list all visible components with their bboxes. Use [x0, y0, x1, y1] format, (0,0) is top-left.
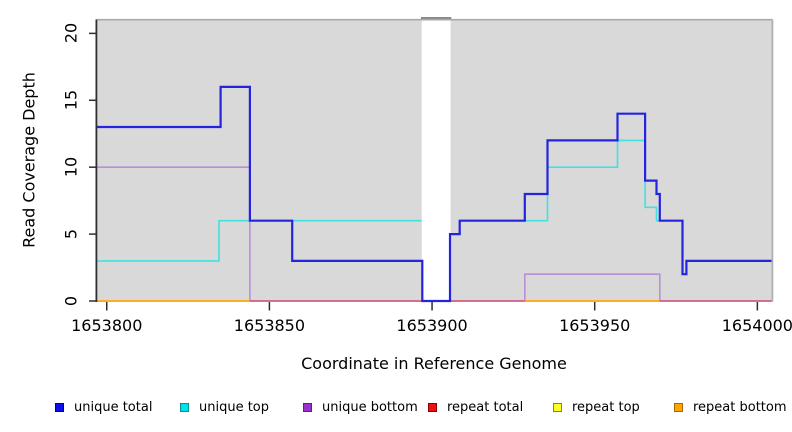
x-tick-label-1654000: 1654000 [721, 316, 792, 335]
legend-swatch-icon [180, 402, 189, 412]
legend-item-repeat-bottom: repeat bottom [674, 398, 787, 416]
legend-label: unique top [199, 399, 270, 415]
legend-label: repeat total [447, 399, 524, 415]
legend-item-unique-top: unique top [180, 398, 269, 416]
legend-label: repeat top [572, 399, 640, 415]
y-tick-label-0: 0 [61, 295, 81, 307]
y-axis-title: Read Coverage Depth [19, 72, 39, 248]
masked-region [421, 19, 451, 302]
legend-item-repeat-total: repeat total [428, 398, 523, 416]
x-tick-label-1653950: 1653950 [559, 316, 631, 335]
legend-swatch-icon [303, 402, 312, 412]
x-tick-label-1653850: 1653850 [233, 316, 306, 335]
x-axis-title: Coordinate in Reference Genome [301, 354, 567, 373]
legend-label: unique bottom [322, 399, 418, 415]
y-tick-label-20: 20 [61, 23, 81, 44]
legend-label: repeat bottom [693, 399, 787, 415]
legend-swatch-icon [674, 402, 683, 412]
x-tick-label-1653800: 1653800 [71, 316, 143, 335]
legend-swatch-icon [55, 402, 64, 412]
legend-item-unique-bottom: unique bottom [303, 398, 418, 416]
legend-item-repeat-top: repeat top [553, 398, 640, 416]
legend-label: unique total [74, 399, 153, 415]
y-tick-label-10: 10 [61, 157, 81, 178]
y-tick-label-5: 5 [61, 229, 81, 240]
legend-swatch-icon [428, 402, 437, 412]
x-tick-label-1653900: 1653900 [396, 316, 468, 335]
y-tick-label-15: 15 [61, 90, 81, 111]
series-unique-total [97, 85, 772, 303]
legend-swatch-icon [553, 402, 562, 412]
legend-item-unique-total: unique total [55, 398, 152, 416]
